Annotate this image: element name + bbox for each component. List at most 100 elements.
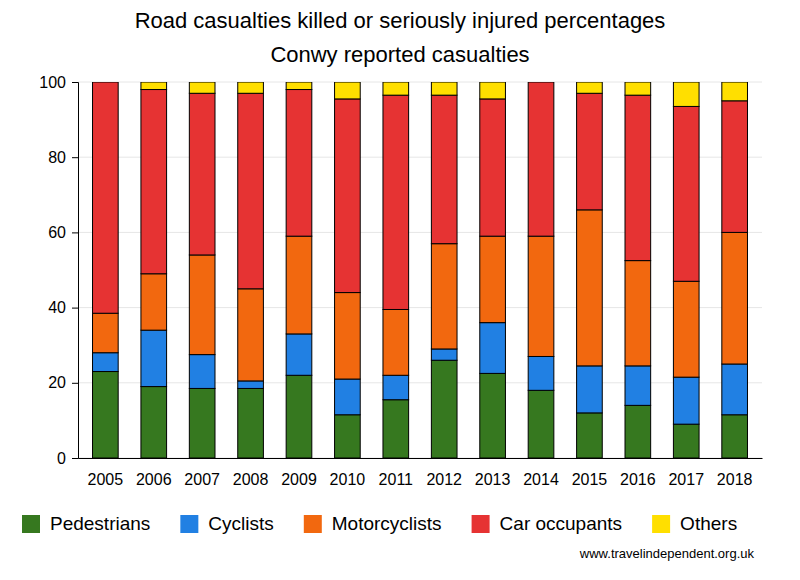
legend-item: Motorcyclists <box>304 513 442 534</box>
bar-segment <box>93 353 119 372</box>
y-tick-label: 80 <box>48 149 66 166</box>
bar-segment <box>141 90 167 274</box>
bar-segment <box>431 82 457 95</box>
grid <box>78 82 762 458</box>
x-tick-label: 2015 <box>572 471 608 488</box>
bar-segment <box>673 82 699 106</box>
y-tick: 20 <box>48 374 78 391</box>
y-tick-mark <box>72 232 78 233</box>
x-tick: 2012 <box>426 458 462 488</box>
bar-segment <box>238 93 264 289</box>
y-tick-label: 0 <box>57 450 66 467</box>
x-tick-label: 2014 <box>523 471 559 488</box>
x-tick-label: 2012 <box>426 471 462 488</box>
bar-segment <box>528 236 554 356</box>
y-tick-mark <box>72 308 78 309</box>
bar-segment <box>93 372 119 458</box>
bar-segment <box>528 82 554 83</box>
bar-segment <box>431 360 457 458</box>
bar-segment <box>335 379 361 415</box>
y-tick-label: 40 <box>48 299 66 316</box>
grid-line <box>78 307 762 308</box>
grid-line <box>78 157 762 158</box>
annotation: www.travelindependent.org.uk <box>579 546 755 561</box>
bar-segment <box>431 95 457 244</box>
bar-segment <box>625 95 651 260</box>
legend-label: Cyclists <box>208 513 273 534</box>
legend-swatch <box>22 515 40 533</box>
bar-segment <box>528 390 554 458</box>
bar-segment <box>286 82 312 90</box>
bar-segment <box>625 405 651 458</box>
bar-segment <box>480 82 506 99</box>
x-tick: 2010 <box>330 458 366 488</box>
bar-segment <box>383 400 409 458</box>
bar-segment <box>625 366 651 405</box>
bar-segment <box>141 274 167 330</box>
bar-segment <box>335 82 361 99</box>
y-tick: 80 <box>48 149 78 166</box>
legend-label: Car occupants <box>500 513 623 534</box>
legend-label: Motorcyclists <box>332 513 442 534</box>
bar-segment <box>238 82 264 93</box>
bar-segment <box>335 415 361 458</box>
subtitle: Conwy reported casualties <box>270 42 529 67</box>
bar-segment <box>286 236 312 334</box>
x-tick-label: 2006 <box>136 471 172 488</box>
y-tick-mark <box>72 157 78 158</box>
bar-segment <box>577 93 603 210</box>
bar-segment <box>577 210 603 366</box>
bar-segment <box>189 255 215 355</box>
x-axis: 2005200620072008200920102011201220132014… <box>79 458 763 488</box>
bar-segment <box>480 373 506 458</box>
bar-segment <box>189 82 215 93</box>
bar-segment <box>93 82 119 83</box>
bar-segment <box>383 95 409 309</box>
x-tick: 2011 <box>379 458 414 488</box>
x-tick: 2013 <box>475 458 511 488</box>
bar-segment <box>286 375 312 458</box>
legend-swatch <box>304 515 322 533</box>
y-tick: 40 <box>48 299 78 316</box>
bar-segment <box>528 82 554 236</box>
bar-segment <box>480 99 506 236</box>
bar-segment <box>383 82 409 95</box>
chart: Road casualties killed or seriously inju… <box>0 0 800 580</box>
y-axis-line <box>72 83 79 459</box>
series-3 <box>93 82 748 313</box>
bar-segment <box>238 289 264 381</box>
x-axis-line <box>79 458 763 459</box>
legend-item: Car occupants <box>472 513 623 534</box>
bar-segment <box>480 236 506 322</box>
grid-line <box>78 458 762 459</box>
bar-segment <box>577 413 603 458</box>
bar-segment <box>141 82 167 90</box>
bar-segment <box>480 323 506 374</box>
bar-segment <box>722 415 748 458</box>
x-tick: 2009 <box>281 458 317 488</box>
bar-segment <box>383 375 409 399</box>
bar-segment <box>141 330 167 386</box>
x-tick-label: 2017 <box>668 471 704 488</box>
x-tick-label: 2008 <box>233 471 269 488</box>
series-4 <box>141 82 748 106</box>
x-tick-label: 2013 <box>475 471 511 488</box>
bar-segment <box>528 356 554 390</box>
y-tick-mark <box>72 82 78 83</box>
bar-segment <box>673 281 699 377</box>
bar-segment <box>673 424 699 458</box>
bar-segment <box>238 388 264 458</box>
grid-line <box>78 382 762 383</box>
x-tick: 2006 <box>136 458 172 488</box>
legend-label: Pedestrians <box>50 513 150 534</box>
x-tick-label: 2011 <box>379 471 414 488</box>
grid-line <box>78 232 762 233</box>
legend-item: Pedestrians <box>22 513 150 534</box>
legend-item: Others <box>652 513 737 534</box>
bars <box>93 82 748 458</box>
bar-segment <box>286 334 312 375</box>
title: Road casualties killed or seriously inju… <box>135 8 666 33</box>
bar-segment <box>673 106 699 281</box>
bar-segment <box>383 309 409 375</box>
y-tick-mark <box>72 383 78 384</box>
